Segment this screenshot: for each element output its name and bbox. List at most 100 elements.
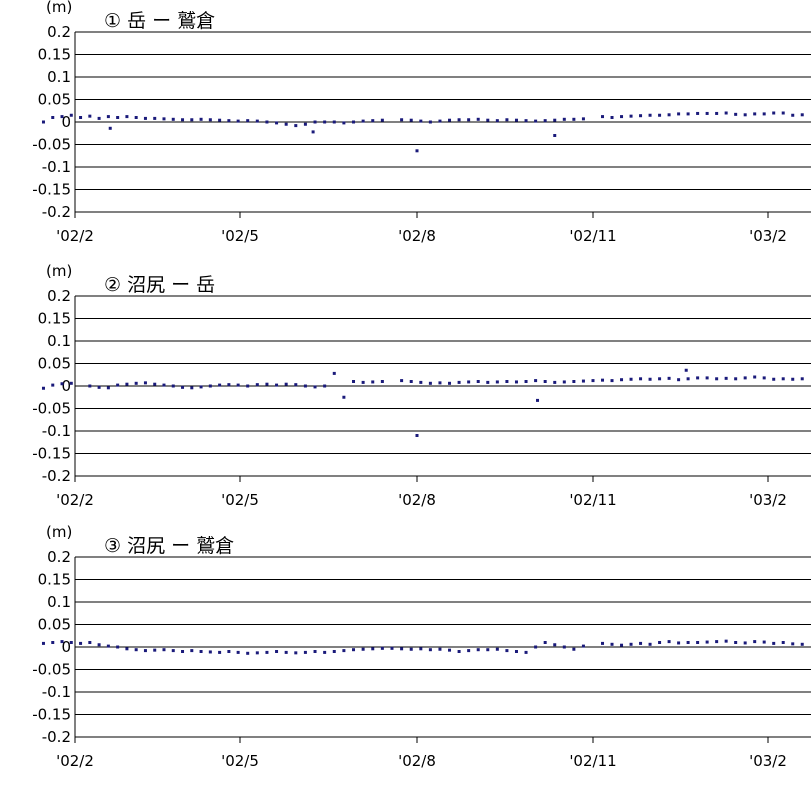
x-tick-label: '02/8	[398, 491, 436, 509]
y-tick-label: 0.05	[38, 91, 71, 109]
data-point	[181, 650, 185, 653]
data-point	[171, 384, 175, 388]
data-point	[97, 116, 101, 120]
data-point	[153, 116, 157, 120]
y-tick-label: -0.2	[42, 467, 71, 485]
y-tick-label: 0.05	[38, 616, 71, 634]
data-point	[553, 380, 557, 384]
data-point	[134, 116, 138, 119]
data-point	[524, 650, 528, 654]
data-point	[342, 121, 346, 125]
data-point	[772, 377, 776, 381]
data-point	[457, 118, 461, 122]
data-point	[620, 115, 624, 119]
chart-panel-1: 0.2 0.15 0.1 0.05 0 -0.05 -0.1 -0.15 -0.2 '02/2 '0…	[0, 0, 811, 260]
data-point	[352, 380, 356, 383]
x-tick-label: '02/8	[398, 227, 436, 245]
data-point	[543, 380, 547, 383]
x-tick-label: '02/2	[56, 491, 94, 509]
data-point	[781, 111, 785, 115]
data-point	[294, 651, 298, 655]
data-point	[743, 376, 747, 380]
data-point	[572, 647, 576, 651]
data-point	[536, 398, 540, 402]
data-point	[715, 640, 719, 644]
data-point	[41, 641, 45, 645]
data-point	[303, 384, 307, 388]
data-point	[601, 378, 605, 382]
data-point	[51, 116, 55, 119]
data-point	[208, 650, 212, 654]
data-point	[409, 380, 413, 383]
data-point	[724, 639, 728, 643]
data-point	[448, 118, 452, 122]
data-point	[361, 380, 365, 384]
data-point	[199, 650, 203, 653]
data-point	[696, 111, 700, 115]
data-point	[181, 385, 185, 389]
data-point	[438, 119, 442, 123]
data-point	[255, 651, 259, 655]
x-tick-label: '02/2	[56, 227, 94, 245]
chart-plot-3: 0.2 0.15 0.1 0.05 0 -0.05 -0.1 -0.15 -0.2 '02/2 '0…	[32, 548, 811, 770]
data-point	[724, 111, 728, 115]
data-point	[265, 650, 269, 654]
data-point	[51, 641, 55, 644]
data-point	[438, 381, 442, 385]
data-point	[284, 650, 288, 654]
data-point	[476, 117, 480, 121]
data-point	[572, 117, 576, 121]
data-point	[116, 645, 120, 649]
data-point	[553, 118, 557, 122]
y-tick-label: -0.05	[32, 136, 71, 154]
y-tick-label: 0.2	[47, 287, 71, 305]
data-point	[41, 386, 45, 390]
data-point	[227, 650, 231, 653]
data-point	[208, 384, 212, 388]
data-point	[696, 376, 700, 380]
data-point	[553, 643, 557, 647]
data-point	[323, 120, 327, 124]
y-tick-label: 0.15	[38, 571, 71, 589]
data-point	[190, 118, 194, 122]
data-point	[332, 120, 336, 124]
data-point	[505, 380, 509, 383]
data-point	[743, 641, 747, 645]
y-unit-label: (m)	[46, 262, 73, 280]
data-point	[629, 377, 633, 381]
data-point	[629, 642, 633, 646]
data-point	[495, 647, 499, 651]
data-point	[781, 641, 785, 644]
data-point	[620, 643, 624, 647]
y-tick-label: -0.1	[42, 158, 71, 176]
data-point	[658, 377, 662, 381]
data-point	[190, 386, 194, 390]
data-point	[371, 119, 375, 123]
data-point	[514, 118, 518, 122]
data-point	[143, 116, 147, 120]
chart-panel-3: 0.2 0.15 0.1 0.05 0 -0.05 -0.1 -0.15 -0.2 '02/2 '0…	[0, 523, 811, 785]
data-point	[543, 119, 547, 123]
data-point	[667, 113, 671, 117]
data-point	[134, 648, 138, 652]
x-tick-label: '03/2	[749, 491, 787, 509]
data-point	[106, 386, 110, 390]
data-point	[639, 377, 643, 381]
data-point	[438, 647, 442, 651]
data-point	[294, 383, 298, 387]
data-point	[648, 377, 652, 381]
data-point	[677, 378, 681, 382]
data-point	[562, 645, 566, 649]
data-point	[467, 649, 471, 653]
data-point	[303, 122, 307, 126]
x-tick-label: '03/2	[749, 752, 787, 770]
data-point	[486, 648, 490, 652]
data-point	[581, 644, 585, 648]
data-point	[667, 640, 671, 644]
data-point	[724, 376, 728, 380]
data-point	[734, 641, 738, 644]
data-point	[303, 650, 307, 654]
data-point	[715, 111, 719, 115]
data-point	[275, 121, 279, 125]
data-point	[199, 385, 203, 389]
